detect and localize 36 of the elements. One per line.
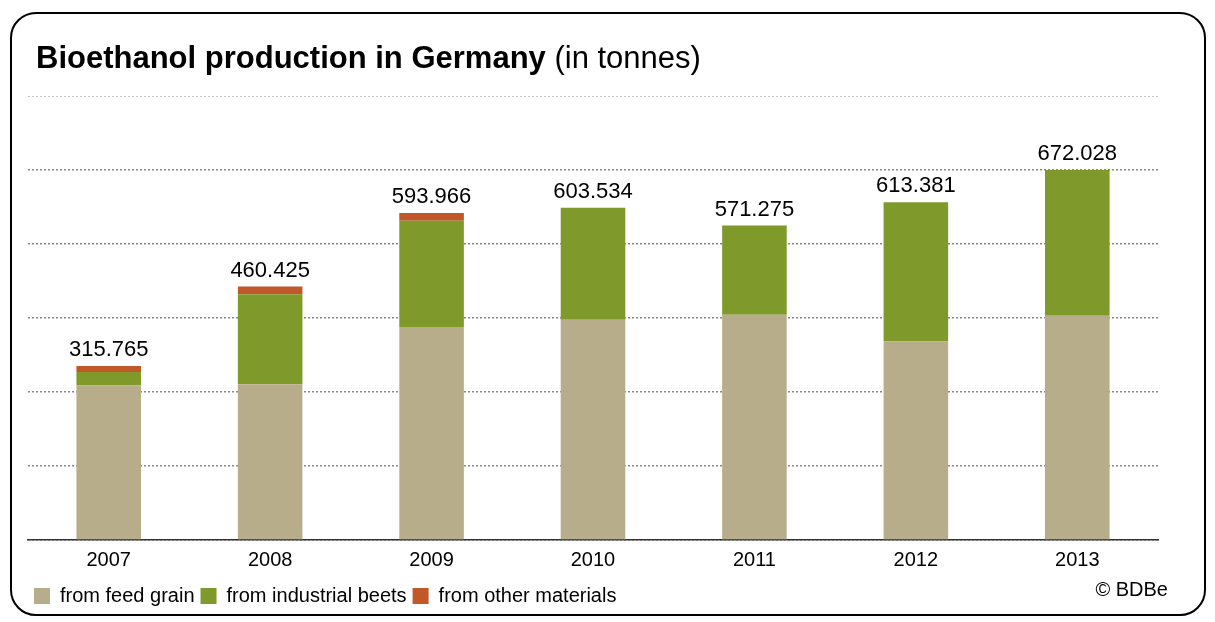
x-tick-label: 2009	[409, 547, 454, 570]
x-tick-label: 2007	[86, 547, 131, 570]
x-tick-label: 2008	[247, 547, 293, 570]
bar	[237, 384, 303, 540]
bar	[1045, 315, 1110, 540]
bar	[1045, 170, 1110, 316]
annotation: 593.966	[391, 182, 472, 208]
legend-label: from feed grain	[60, 583, 195, 606]
x-tick-label: 2011	[732, 547, 776, 570]
chart-subtitle: (in tonnes)	[554, 40, 701, 75]
chart-title: Bioethanol production in Germany	[36, 40, 546, 75]
bar	[399, 220, 464, 327]
annotation: 460.425	[230, 256, 310, 282]
text: © BDBe	[1095, 578, 1168, 601]
annotation: 613.381	[876, 172, 956, 198]
bar	[722, 225, 787, 315]
bar	[722, 314, 787, 540]
x-tick-label: 2012	[893, 547, 939, 570]
bar	[76, 372, 141, 386]
bar	[399, 212, 464, 221]
bar	[883, 341, 949, 540]
bar	[76, 385, 141, 540]
bar	[76, 366, 141, 373]
legend-label: from other materials	[438, 583, 617, 606]
bar	[560, 319, 626, 540]
x-tick-label: 2013	[1055, 547, 1100, 570]
bar	[560, 207, 626, 320]
annotation: 672.028	[1037, 140, 1118, 166]
bar	[399, 326, 464, 540]
bar	[883, 202, 949, 342]
annotation: 603.534	[553, 177, 633, 203]
x-tick-label: 2010	[570, 547, 616, 570]
annotation: 571.275	[714, 195, 795, 221]
annotation: 315.765	[68, 336, 149, 362]
bar	[237, 294, 303, 385]
legend-label: from industrial beets	[226, 583, 407, 606]
